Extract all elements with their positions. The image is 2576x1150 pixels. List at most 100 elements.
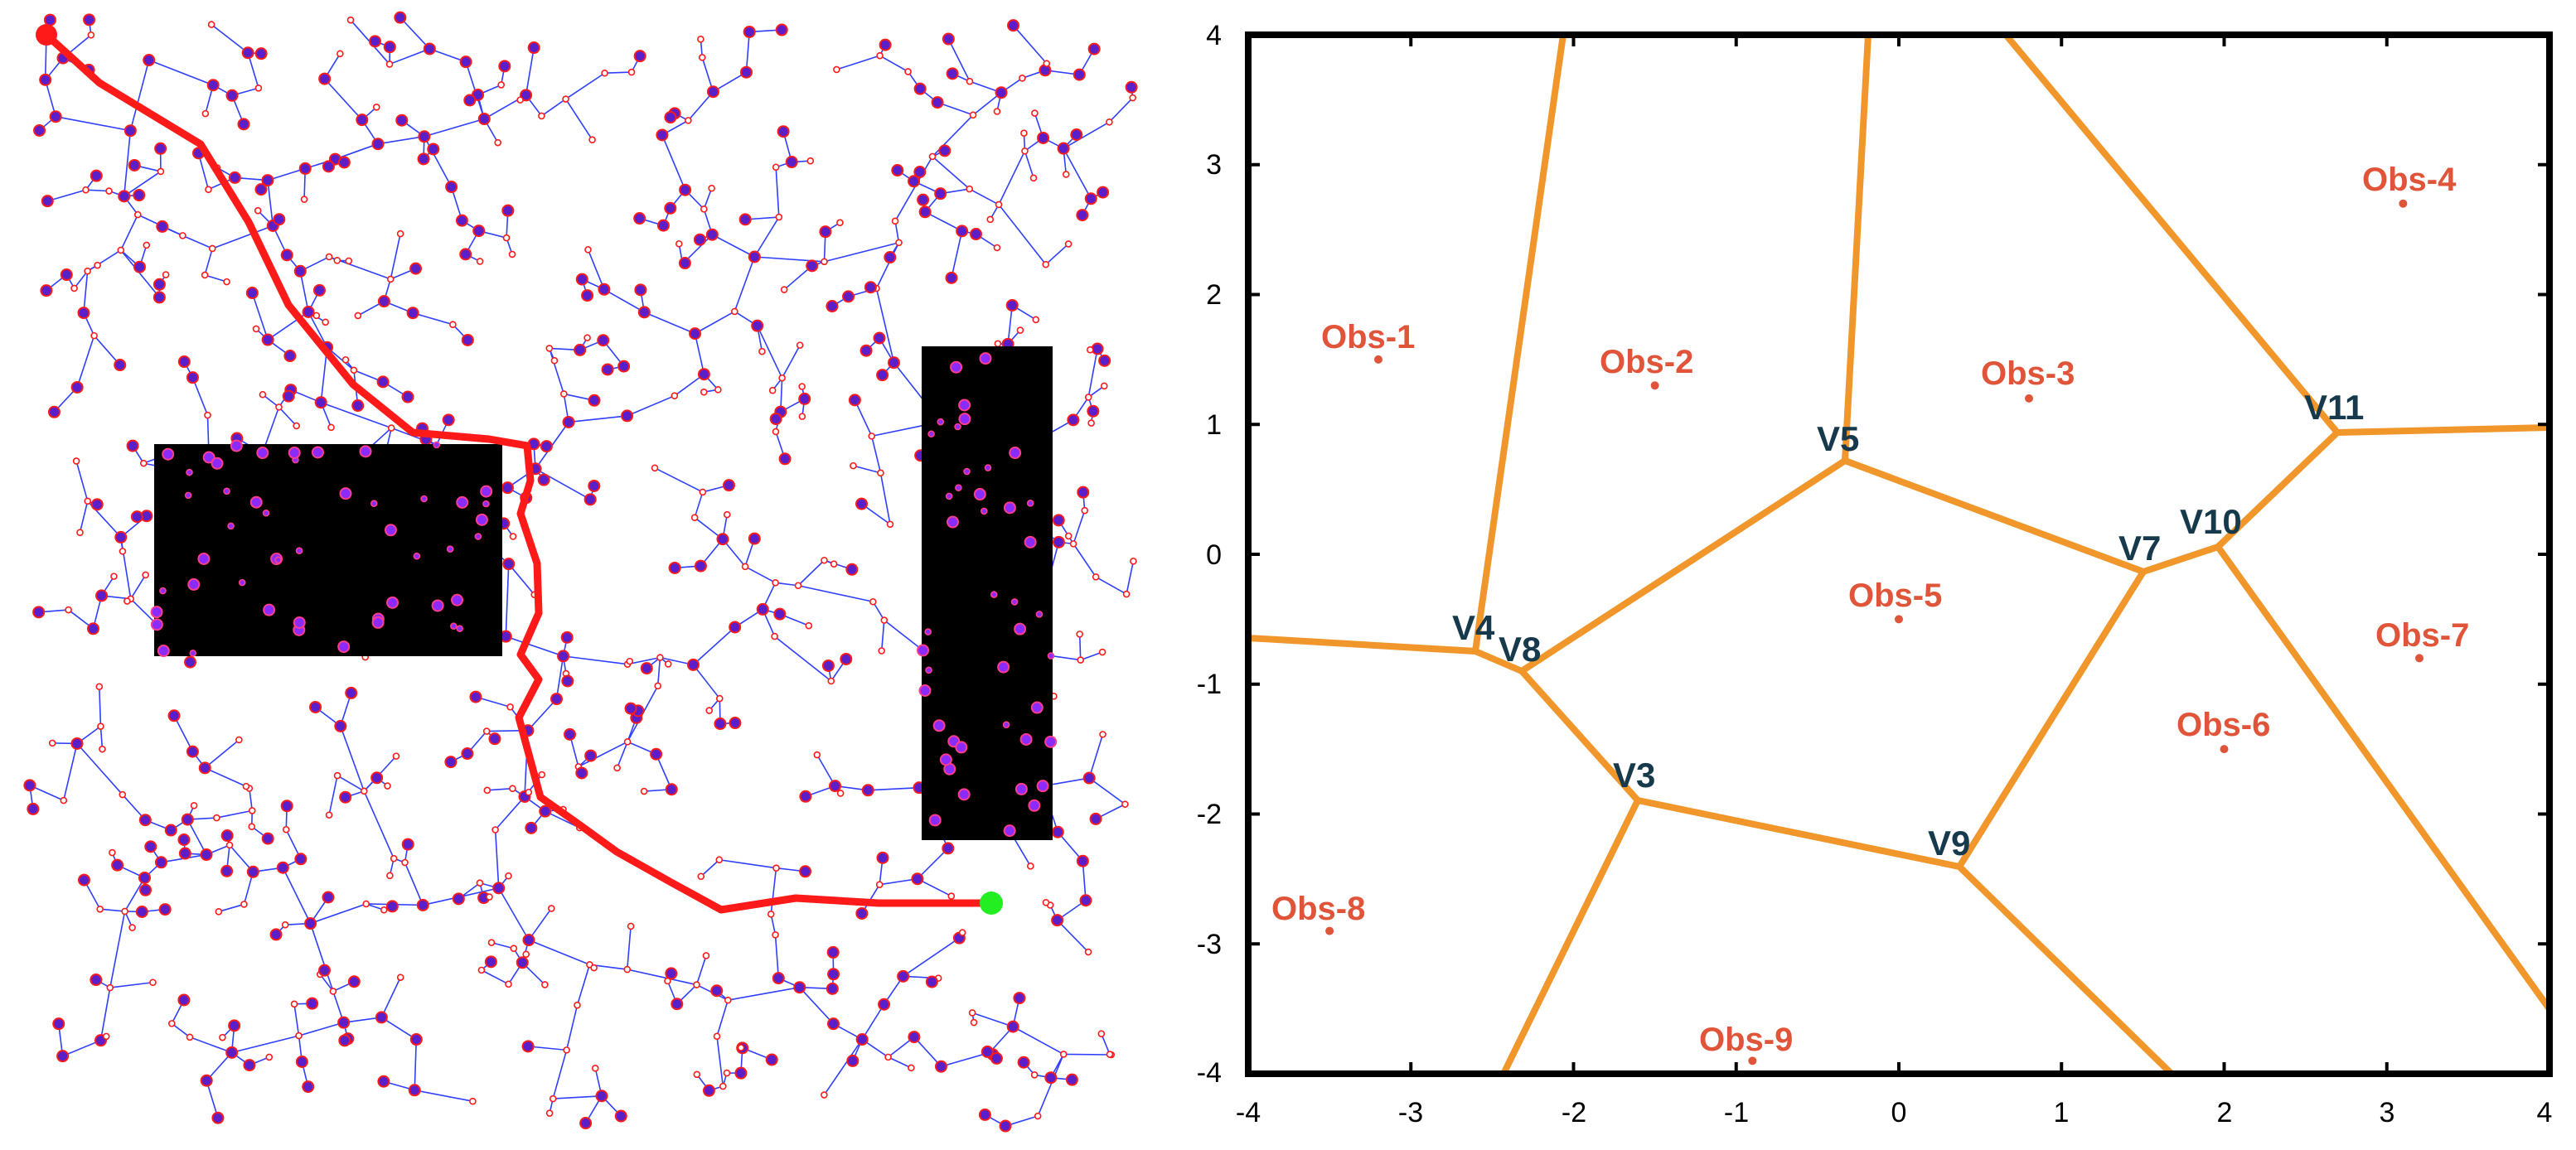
tree-node <box>884 1053 892 1061</box>
tree-node <box>640 787 648 795</box>
tree-node <box>225 1046 239 1059</box>
tree-edge <box>1057 831 1083 862</box>
tree-node <box>133 260 146 273</box>
tree-node <box>501 481 514 495</box>
tree-node <box>128 924 136 931</box>
tree-edge <box>343 1017 382 1023</box>
tree-node <box>821 1091 828 1099</box>
tree-edge <box>399 17 430 50</box>
tree-node <box>41 195 54 208</box>
tree-node <box>798 413 806 420</box>
y-tick-label: 0 <box>1206 539 1222 571</box>
tree-edge <box>824 242 899 263</box>
tree-node <box>396 230 404 238</box>
tree-edge <box>716 1036 724 1087</box>
tree-node <box>714 386 722 394</box>
axis-ticks <box>1247 33 2551 1075</box>
tree-node <box>1037 131 1050 144</box>
tree-node <box>322 318 329 326</box>
obstacle-dot-obs-4 <box>2399 199 2408 208</box>
tree-node <box>219 1033 226 1041</box>
tree-node <box>498 60 511 73</box>
tree-edge <box>249 788 254 811</box>
tree-node <box>227 522 235 530</box>
tree-node <box>90 331 98 340</box>
tree-edge <box>1045 243 1069 265</box>
obstacle-label-obs-3: Obs-3 <box>1981 355 2075 392</box>
tree-node <box>806 157 815 165</box>
tree-node <box>850 461 857 470</box>
tree-node <box>509 533 517 540</box>
tree-edge <box>913 1036 942 1067</box>
tree-node <box>722 479 735 492</box>
tree-node <box>1024 535 1037 548</box>
tree-node <box>671 998 684 1011</box>
tree-node <box>538 771 546 779</box>
tree-node <box>177 993 191 1007</box>
tree-node <box>537 473 550 486</box>
tree-edge <box>505 563 510 637</box>
x-tick-label: -3 <box>1398 1097 1423 1128</box>
tree-node <box>1057 142 1070 155</box>
tree-node <box>334 719 347 732</box>
tree-node <box>451 593 464 606</box>
tree-node <box>300 196 308 203</box>
voronoi-edge <box>1245 635 1479 655</box>
tree-node <box>1051 914 1064 927</box>
tree-node <box>274 556 282 564</box>
tree-node <box>449 321 457 329</box>
tree-edge <box>206 1080 219 1119</box>
obstacle-rect-1 <box>154 444 502 656</box>
tree-node <box>198 761 211 775</box>
tree-edge <box>123 130 132 196</box>
tree-node <box>846 1054 859 1067</box>
tree-node <box>245 287 259 300</box>
tree-node <box>269 928 283 941</box>
tree-node <box>248 823 256 831</box>
tree-edge <box>298 1022 344 1036</box>
tree-node <box>1099 731 1106 738</box>
tree-node <box>252 325 260 333</box>
rrt-panel <box>23 11 1138 1133</box>
tree-node <box>913 165 927 178</box>
tree-node <box>168 1020 176 1027</box>
tree-edge <box>412 312 453 326</box>
tree-node <box>248 807 256 814</box>
tree-node <box>1020 129 1028 138</box>
tree-edge <box>62 743 78 801</box>
tree-node <box>139 883 153 896</box>
tree-node <box>1032 316 1040 324</box>
tree-node <box>329 988 337 995</box>
tree-node <box>254 47 268 60</box>
tree-edge <box>694 491 704 518</box>
tree-node <box>204 411 211 419</box>
tree-edge <box>872 601 885 621</box>
tree-node <box>1087 42 1101 56</box>
tree-node <box>118 190 131 203</box>
tree-node <box>698 54 706 61</box>
tree-node <box>950 360 963 374</box>
tree-edge <box>73 270 89 289</box>
tree-node <box>1006 1020 1019 1033</box>
tree-node <box>186 468 193 476</box>
tree-node <box>861 784 874 797</box>
tree-node <box>306 997 319 1010</box>
tree-edge <box>76 742 123 795</box>
tree-node <box>446 545 454 553</box>
tree-node <box>281 920 289 929</box>
x-tick-label: -1 <box>1724 1097 1749 1128</box>
tree-node <box>83 13 96 27</box>
tree-edge <box>797 584 874 603</box>
tree-node <box>1009 447 1022 460</box>
tree-edge <box>616 741 628 769</box>
tree-edge <box>129 60 150 131</box>
tree-edge <box>99 987 111 1041</box>
tree-edge <box>695 311 735 335</box>
tree-node <box>821 659 835 672</box>
tree-node <box>545 345 554 352</box>
tree-node <box>263 603 276 616</box>
tree-node <box>119 790 127 799</box>
tree-node <box>1026 499 1034 507</box>
tree-node <box>322 891 335 904</box>
tree-node <box>1014 782 1028 795</box>
